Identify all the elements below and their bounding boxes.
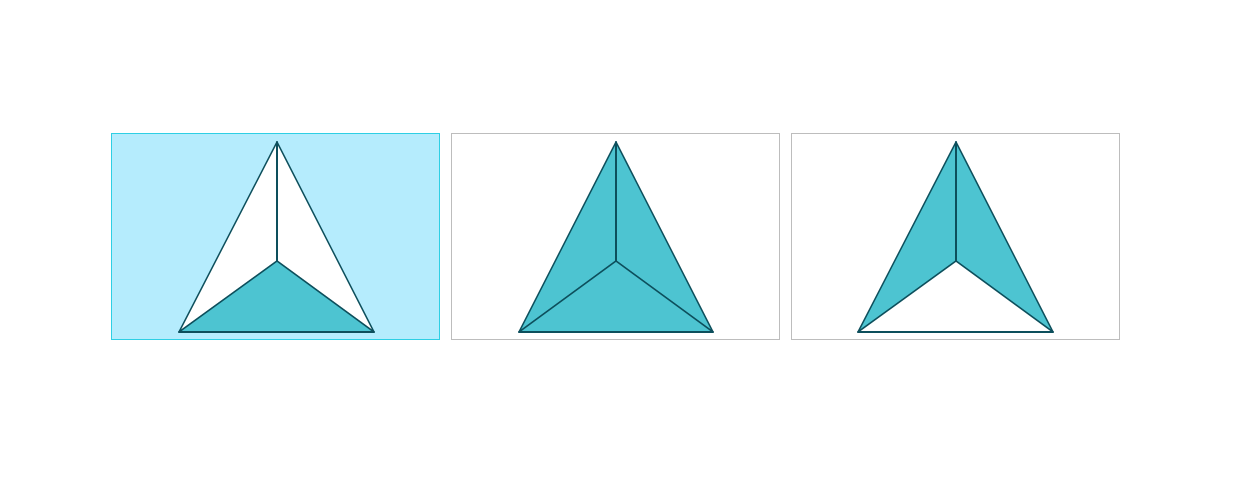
pyramid-figure-2 xyxy=(518,141,714,333)
answer-option-2[interactable] xyxy=(451,133,780,340)
answer-option-1[interactable] xyxy=(111,133,440,340)
pyramid-figure-3 xyxy=(857,141,1054,333)
answer-choices xyxy=(111,133,1120,340)
pyramid-figure-1 xyxy=(178,141,375,333)
answer-option-3[interactable] xyxy=(791,133,1120,340)
